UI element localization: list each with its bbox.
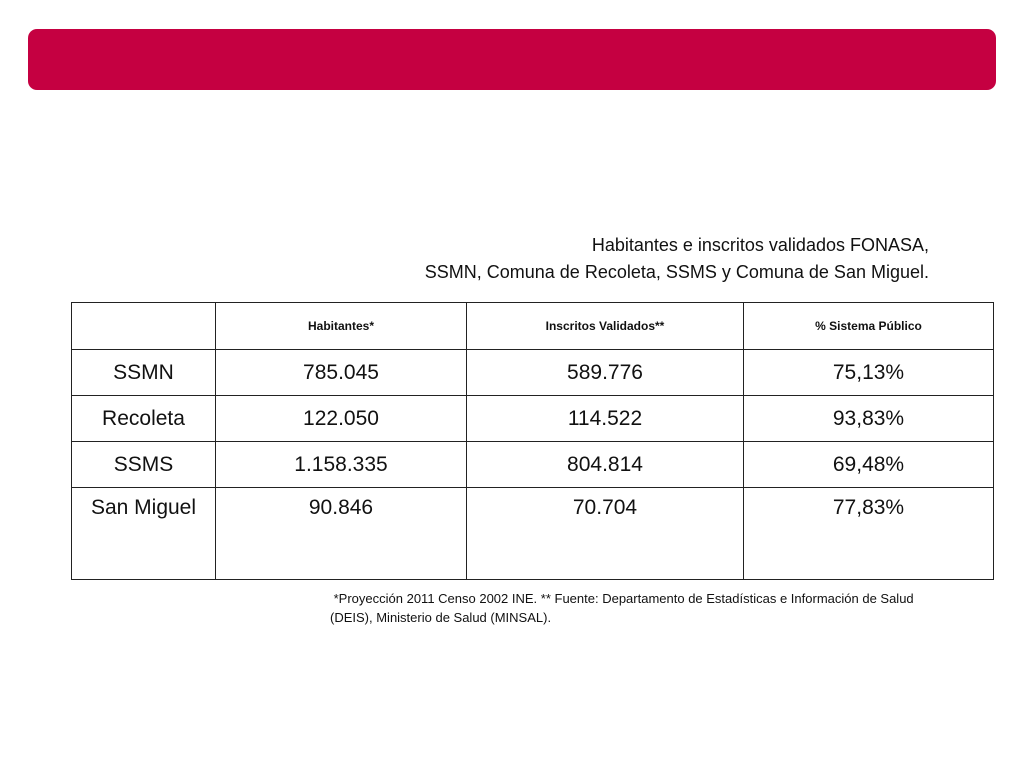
row-label: SSMS: [71, 441, 216, 488]
table-caption: Habitantes e inscritos validados FONASA,…: [425, 232, 929, 286]
table-row: San Miguel 90.846 70.704 77,83%: [71, 487, 994, 580]
inscritos-value: 589.776: [466, 349, 744, 396]
inscritos-value: 70.704: [466, 487, 744, 580]
caption-line-1: Habitantes e inscritos validados FONASA,: [591, 235, 929, 255]
inscritos-value: 804.814: [466, 441, 744, 488]
percent-value: 77,83%: [743, 487, 994, 580]
percent-value: 93,83%: [743, 395, 994, 442]
percent-value: 69,48%: [743, 441, 994, 488]
data-table: Habitantes* Inscritos Validados** % Sist…: [71, 302, 994, 580]
footnote-line-1: *Proyección 2011 Censo 2002 INE. ** Fuen…: [330, 591, 914, 606]
header-cell-sistema-publico: % Sistema Público: [743, 302, 994, 350]
row-label: Recoleta: [71, 395, 216, 442]
habitantes-value: 1.158.335: [215, 441, 467, 488]
percent-value: 75,13%: [743, 349, 994, 396]
header-cell-inscritos: Inscritos Validados**: [466, 302, 744, 350]
habitantes-value: 90.846: [215, 487, 467, 580]
header-cell-empty: [71, 302, 216, 350]
row-label: San Miguel: [71, 487, 216, 580]
table-row: SSMN 785.045 589.776 75,13%: [71, 349, 994, 396]
habitantes-value: 122.050: [215, 395, 467, 442]
header-bar: [28, 29, 996, 90]
row-label: SSMN: [71, 349, 216, 396]
table-row: SSMS 1.158.335 804.814 69,48%: [71, 441, 994, 488]
table-header-row: Habitantes* Inscritos Validados** % Sist…: [71, 302, 994, 350]
caption-line-2: SSMN, Comuna de Recoleta, SSMS y Comuna …: [424, 262, 929, 282]
source-footnote: *Proyección 2011 Censo 2002 INE. ** Fuen…: [330, 589, 980, 627]
footnote-line-2: (DEIS), Ministerio de Salud (MINSAL).: [330, 610, 552, 625]
inscritos-value: 114.522: [466, 395, 744, 442]
habitantes-value: 785.045: [215, 349, 467, 396]
header-cell-habitantes: Habitantes*: [215, 302, 467, 350]
table-row: Recoleta 122.050 114.522 93,83%: [71, 395, 994, 442]
